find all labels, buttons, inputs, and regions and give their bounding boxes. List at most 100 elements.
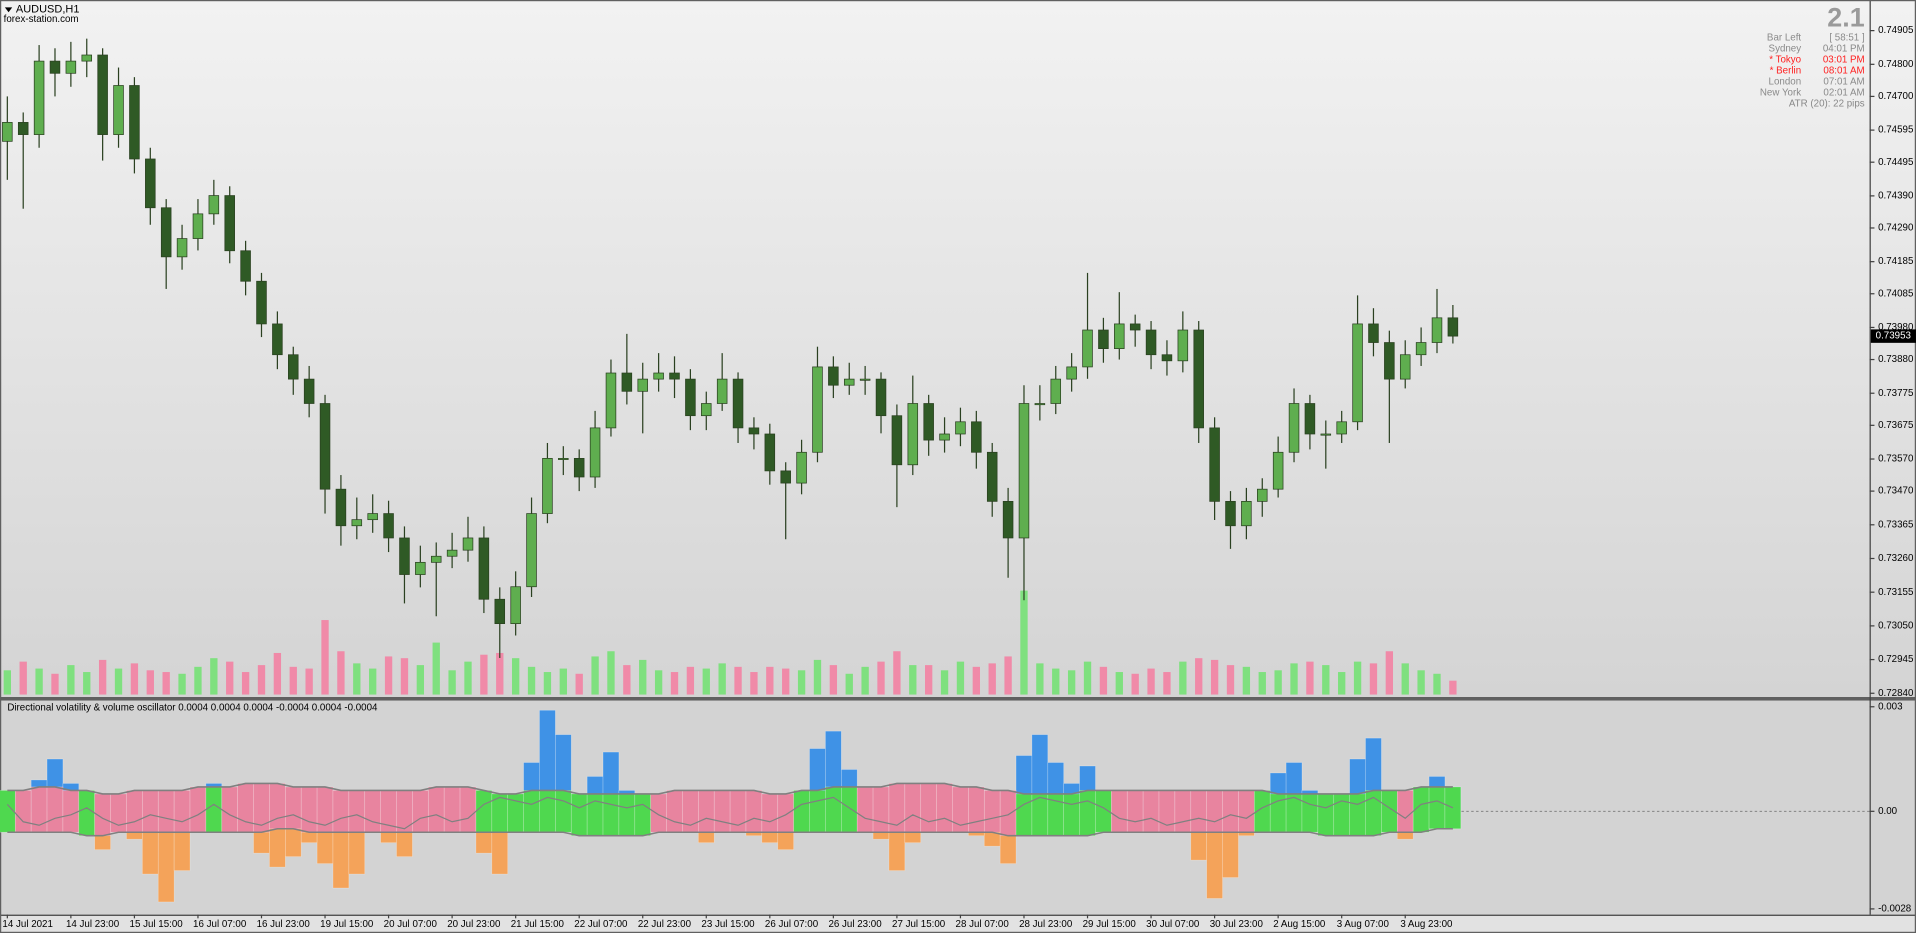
volume-bar xyxy=(1290,663,1298,695)
candle-body xyxy=(1114,323,1125,349)
y-tick-label: 0.73980 xyxy=(1878,322,1914,333)
candle-body xyxy=(415,561,426,575)
candle-body xyxy=(81,54,93,62)
x-tick-label: 2 Aug 15:00 xyxy=(1273,919,1326,930)
candle-body xyxy=(33,60,45,135)
candle-body xyxy=(65,60,77,74)
y-tick-label: 0.73675 xyxy=(1878,420,1914,431)
volume-bar xyxy=(845,673,853,695)
band xyxy=(1111,790,1128,833)
band xyxy=(1126,790,1144,833)
candle-body xyxy=(637,378,648,392)
band xyxy=(1015,793,1033,837)
volume-bar xyxy=(623,665,631,695)
info-atr: ATR (20): 22 pips xyxy=(1789,99,1865,110)
volume-bar xyxy=(654,670,663,695)
volume-bar xyxy=(1385,651,1394,695)
band xyxy=(1428,786,1446,830)
volume-bar xyxy=(210,658,218,695)
candle-body xyxy=(1304,403,1316,435)
y-tick-label: 0.72945 xyxy=(1878,654,1914,665)
y-tick-label: 0.73470 xyxy=(1878,486,1914,497)
volume-bar xyxy=(67,665,75,695)
info-label: New York xyxy=(1760,88,1801,99)
band xyxy=(618,793,636,837)
volume-bar xyxy=(496,652,504,695)
volume-bar xyxy=(369,668,377,695)
volume-bar xyxy=(559,668,567,695)
volume-bar xyxy=(909,665,917,695)
candle-body xyxy=(971,421,982,453)
volume-bar xyxy=(718,663,726,695)
volume-bar xyxy=(591,656,599,695)
volume-bar xyxy=(83,672,91,695)
band xyxy=(427,786,445,833)
band-upper-edge xyxy=(7,782,1453,795)
candle-body xyxy=(1066,366,1077,380)
candle-body xyxy=(1272,451,1284,490)
volume-bar xyxy=(797,670,806,695)
volume-bar xyxy=(1020,590,1028,695)
x-tick-label: 23 Jul 15:00 xyxy=(701,919,755,930)
candle-body xyxy=(1193,329,1204,429)
volume-bar xyxy=(289,666,297,695)
volume-bar xyxy=(400,658,409,695)
volume-bar xyxy=(1274,670,1282,695)
symbol-menu-arrow[interactable] xyxy=(4,7,13,13)
candle-body xyxy=(526,513,537,588)
candle-body xyxy=(558,458,569,460)
x-tick-label: 15 Jul 15:00 xyxy=(130,919,184,930)
band xyxy=(62,790,80,833)
y-tick-label: 0.74800 xyxy=(1878,59,1914,70)
candle-body xyxy=(1288,403,1300,453)
volume-bar xyxy=(670,672,679,695)
x-tick-label: 26 Jul 07:00 xyxy=(765,919,819,930)
y-tick-label: 0.74700 xyxy=(1878,91,1914,102)
volume-bar xyxy=(925,665,933,695)
band xyxy=(650,793,667,833)
band xyxy=(586,793,604,837)
band xyxy=(46,786,64,833)
candle-body xyxy=(1145,329,1157,356)
band xyxy=(126,790,143,833)
volume-bar xyxy=(1083,661,1092,695)
volume-bar xyxy=(321,620,329,695)
volume-bar xyxy=(1004,656,1012,695)
candle-body xyxy=(399,537,410,575)
x-tick-label: 28 Jul 07:00 xyxy=(956,919,1010,930)
volume-bar xyxy=(226,661,234,695)
volume-bar xyxy=(384,656,393,695)
candle-body xyxy=(780,470,791,484)
band xyxy=(300,786,318,833)
volume-bar xyxy=(1242,666,1251,695)
candle-body xyxy=(955,421,966,435)
band xyxy=(570,793,588,837)
volume-bar xyxy=(1099,666,1108,695)
candle-body xyxy=(701,403,712,417)
info-value: [ 58:51 ] xyxy=(1829,32,1865,43)
candle-body xyxy=(764,433,776,472)
band xyxy=(1301,793,1319,833)
band xyxy=(602,793,620,837)
y-tick-label: 0.74390 xyxy=(1878,190,1914,201)
candle-body xyxy=(303,378,315,404)
volume-bar xyxy=(1449,680,1457,695)
y-tick-label: 0.74085 xyxy=(1878,288,1914,299)
band xyxy=(999,790,1017,837)
band xyxy=(729,790,747,833)
volume-bar xyxy=(1401,663,1409,695)
x-tick-label: 21 Jul 15:00 xyxy=(511,919,565,930)
candle-body xyxy=(796,451,807,484)
band xyxy=(269,783,286,830)
candle-body xyxy=(1399,354,1411,380)
candle-body xyxy=(573,458,585,478)
volume-bar xyxy=(972,666,980,695)
candle-body xyxy=(653,372,664,380)
band xyxy=(396,790,413,833)
volume-bar xyxy=(893,651,901,695)
volume-bar xyxy=(448,670,456,695)
band xyxy=(1190,790,1207,833)
volume-bar xyxy=(527,666,536,695)
band xyxy=(666,790,683,833)
band xyxy=(364,790,381,833)
